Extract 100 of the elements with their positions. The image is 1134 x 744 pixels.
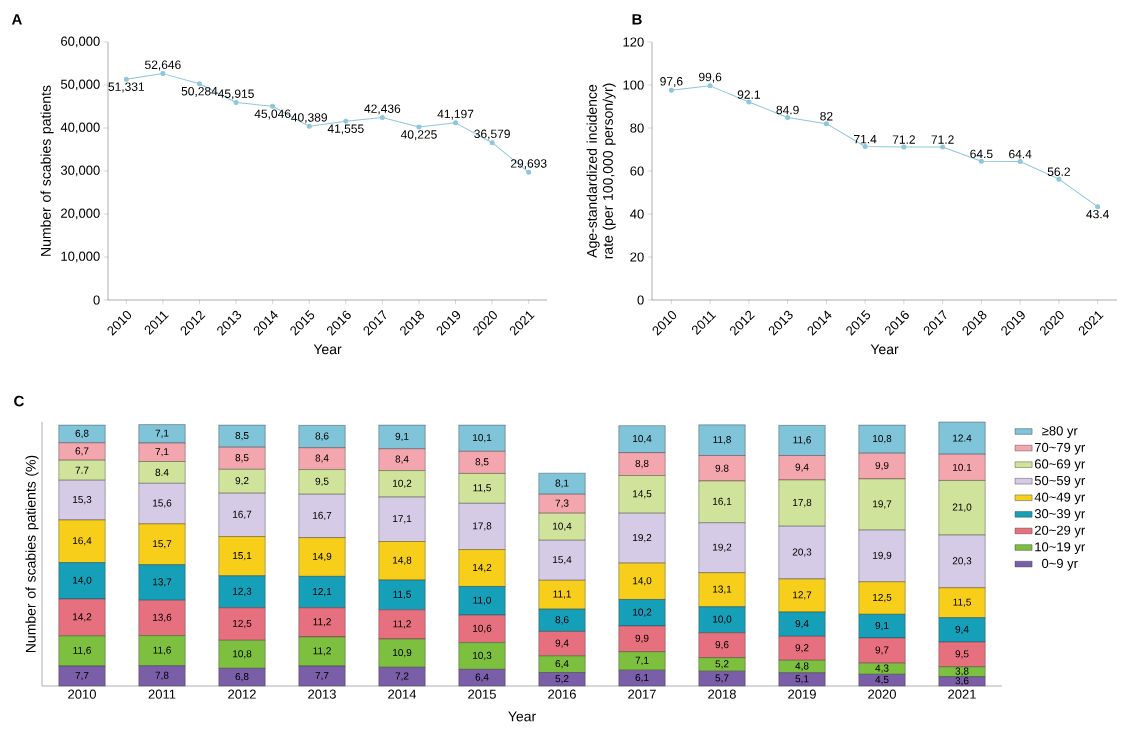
data-label: 17,1 [393, 515, 412, 524]
data-label: 19,2 [713, 543, 732, 552]
point [343, 118, 349, 124]
y-tick-label: 0 [93, 295, 100, 305]
data-label: 7,3 [555, 499, 569, 508]
data-label: 9,4 [795, 463, 809, 472]
data-label: 71.2 [892, 135, 915, 144]
data-label: 7,8 [155, 671, 169, 681]
data-label: 71.2 [931, 135, 954, 144]
data-label: 15,4 [553, 556, 572, 565]
data-label: 4,8 [795, 662, 809, 671]
y-tick-label: 40 [630, 209, 644, 219]
data-label: 12.4 [953, 434, 972, 442]
data-label: 12,3 [233, 587, 252, 596]
data-label: 7,1 [155, 429, 169, 438]
data-label: 10,6 [473, 624, 492, 633]
data-label: 21,0 [952, 503, 972, 512]
data-label: 9,5 [955, 650, 969, 659]
y-tick-label: 0 [637, 295, 644, 305]
data-label: 16,7 [233, 510, 252, 520]
chart-title: C [14, 395, 24, 407]
data-label: 8,5 [475, 458, 489, 467]
data-label: 45,915 [217, 89, 254, 100]
y-tick-label: 60,000 [61, 36, 100, 48]
data-label: 5,2 [715, 660, 729, 669]
y-tick-label: 20 [630, 252, 644, 262]
data-label: 5,7 [715, 674, 729, 683]
legend-label: 0~9 yr [1042, 558, 1078, 571]
data-label: 7,7 [75, 671, 89, 681]
point [453, 120, 459, 126]
data-label: 9,4 [555, 639, 569, 648]
y-tick-label: 40,000 [60, 122, 100, 134]
data-label: 5,2 [555, 675, 569, 684]
data-label: 4,5 [875, 676, 889, 685]
data-label: 41,197 [437, 109, 474, 120]
data-label: 19,2 [633, 534, 652, 543]
data-label: 10,2 [633, 608, 652, 617]
data-label: 10,2 [393, 479, 412, 488]
point [940, 144, 946, 150]
data-label: 56.2 [1047, 167, 1070, 176]
data-label: 7,2 [395, 672, 409, 681]
data-label: 50,284 [181, 86, 218, 97]
data-label: 14,8 [393, 556, 412, 565]
data-label: 51,331 [108, 82, 145, 93]
data-label: 11,6 [793, 436, 811, 445]
data-label: 9,2 [795, 644, 809, 653]
x-axis-title: Year [508, 711, 536, 722]
data-label: 64.4 [1009, 149, 1032, 159]
legend-label: 60~69 yr [1034, 459, 1085, 472]
data-label: 10,0 [713, 615, 732, 624]
x-tick-label: 2010 [68, 689, 96, 699]
data-label: 15,6 [153, 499, 172, 508]
data-label: 7.7 [75, 466, 89, 474]
data-label: 29,693 [510, 159, 547, 170]
data-label: 7,1 [155, 448, 169, 457]
data-label: 8,6 [315, 432, 329, 441]
data-label: 15,3 [73, 495, 92, 505]
y-axis-title: Age-standardized incidence rate (per 100,000 person/yr) [586, 83, 616, 259]
data-label: 43.4 [1086, 209, 1109, 219]
data-label: 9,7 [875, 646, 889, 655]
data-label: 15,1 [233, 552, 252, 561]
data-label: 9.8 [715, 464, 729, 472]
data-label: 3,6 [955, 677, 969, 686]
y-axis-title: Number of scabies patients (%) [25, 455, 39, 653]
data-label: 11,2 [313, 618, 331, 627]
data-label: 8.4 [155, 468, 169, 476]
data-label: 9,2 [235, 477, 249, 486]
data-label: 9,1 [395, 432, 409, 442]
data-label: 82 [820, 112, 833, 121]
data-label: 9,5 [315, 477, 329, 487]
data-label: 8,4 [395, 455, 409, 464]
data-label: 11,5 [393, 590, 411, 600]
data-label: 17,8 [473, 522, 492, 531]
data-label: 8,5 [235, 454, 249, 463]
data-label: 11,0 [473, 596, 491, 605]
data-label: 9,4 [955, 625, 969, 635]
x-tick-label: 2011 [148, 689, 176, 699]
data-label: 12,5 [873, 593, 892, 603]
y-tick-label: 50,000 [60, 79, 100, 91]
x-tick-label: 2019 [788, 689, 816, 699]
data-label: 12,1 [313, 587, 332, 597]
data-label: 40,389 [291, 113, 327, 124]
data-label: 10,8 [873, 435, 892, 444]
data-label: 5,1 [795, 675, 809, 684]
data-label: 11,5 [953, 598, 971, 607]
data-label: 14,9 [313, 552, 332, 562]
point [270, 103, 276, 109]
x-tick-label: 2013 [308, 689, 336, 699]
data-label: 84.9 [776, 105, 799, 115]
data-label: 11,6 [153, 646, 171, 655]
data-label: 19,7 [873, 500, 892, 509]
data-label: 10,9 [393, 649, 412, 658]
data-label: 19,9 [873, 551, 892, 561]
point [489, 140, 495, 146]
data-label: 7,7 [315, 671, 329, 681]
point [196, 81, 202, 87]
y-tick-label: 80 [630, 123, 644, 133]
x-tick-label: 2012 [228, 689, 256, 699]
legend-label: 40~49 yr [1034, 492, 1085, 505]
x-tick-label: 2017 [628, 689, 656, 699]
